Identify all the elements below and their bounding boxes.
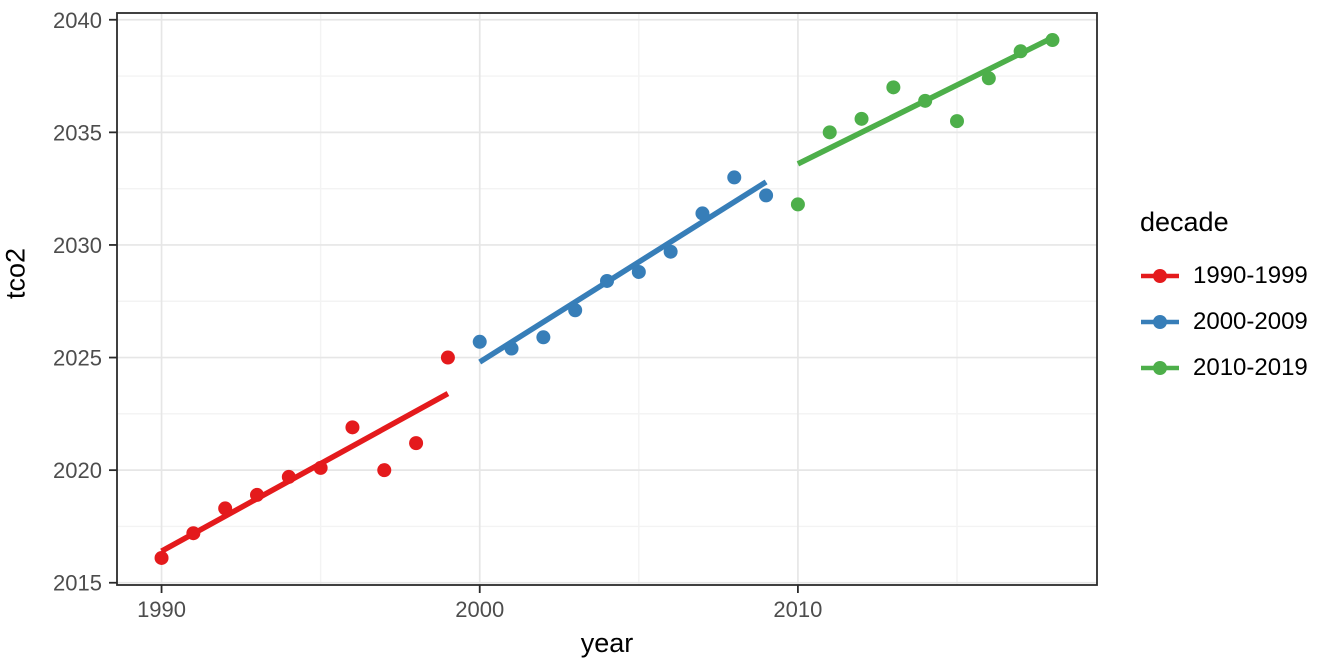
x-tick-label: 2000	[455, 597, 504, 622]
legend-label: 2010-2019	[1193, 354, 1308, 381]
data-point-1990-1999	[409, 436, 424, 451]
trend-line-1990-1999	[160, 391, 450, 554]
data-point-2010-2019	[950, 114, 964, 129]
data-point-1990-1999	[345, 420, 360, 435]
x-axis-title: year	[580, 628, 634, 658]
y-tick-label: 2020	[53, 458, 102, 483]
legend-key-icon	[1141, 361, 1179, 375]
data-point-2000-2009	[600, 273, 614, 288]
data-point-2000-2009	[759, 188, 774, 203]
data-point-2000-2009	[663, 244, 678, 259]
data-point-2000-2009	[536, 330, 551, 345]
x-tick-label: 2010	[773, 597, 822, 622]
legend-items: 1990-1999 2000-2009 2010-2019	[1140, 262, 1308, 382]
legend-key-icon	[1141, 269, 1179, 283]
data-point-2010-2019	[1045, 33, 1060, 48]
data-point-1990-1999	[250, 487, 264, 502]
data-point-2000-2009	[504, 341, 519, 356]
data-point-2000-2009	[727, 170, 742, 185]
y-tick-label: 2025	[53, 346, 102, 371]
data-point-2000-2009	[695, 206, 710, 221]
data-point-2000-2009	[568, 303, 583, 318]
trend-line-2000-2009	[478, 179, 768, 365]
y-tick-label: 2030	[53, 233, 102, 258]
x-tick-label: 1990	[137, 597, 186, 622]
legend-label: 1990-1999	[1193, 262, 1308, 289]
data-point-1990-1999	[154, 550, 169, 565]
legend-item-2000-2009: 2000-2009	[1140, 308, 1308, 336]
data-point-1990-1999	[440, 350, 455, 365]
data-point-2010-2019	[886, 80, 901, 95]
y-axis-title: tco2	[0, 247, 31, 299]
y-tick-label: 2015	[53, 571, 102, 596]
data-point-1990-1999	[186, 526, 201, 541]
data-point-2010-2019	[1013, 44, 1028, 59]
y-tick-label: 2040	[53, 8, 102, 33]
data-point-2000-2009	[631, 264, 646, 279]
data-point-1990-1999	[218, 501, 233, 516]
data-point-2000-2009	[472, 334, 487, 349]
legend-label: 2000-2009	[1193, 308, 1308, 335]
y-tick-label: 2035	[53, 120, 102, 145]
data-point-1990-1999	[281, 469, 296, 484]
legend-key-icon	[1141, 315, 1179, 329]
data-point-2010-2019	[822, 125, 837, 140]
legend-item-1990-1999: 1990-1999	[1140, 262, 1308, 290]
panel-border	[116, 12, 1098, 586]
data-point-2010-2019	[854, 111, 869, 126]
data-point-2010-2019	[981, 71, 996, 86]
data-point-1990-1999	[313, 460, 328, 475]
legend-item-2010-2019: 2010-2019	[1140, 354, 1308, 382]
data-point-2010-2019	[790, 197, 805, 212]
data-point-2010-2019	[918, 93, 933, 108]
panel-background	[117, 13, 1097, 585]
legend: decade 1990-1999 2000-2009 2010-2019	[1140, 207, 1308, 382]
data-point-1990-1999	[377, 463, 392, 478]
legend-title: decade	[1140, 207, 1229, 237]
